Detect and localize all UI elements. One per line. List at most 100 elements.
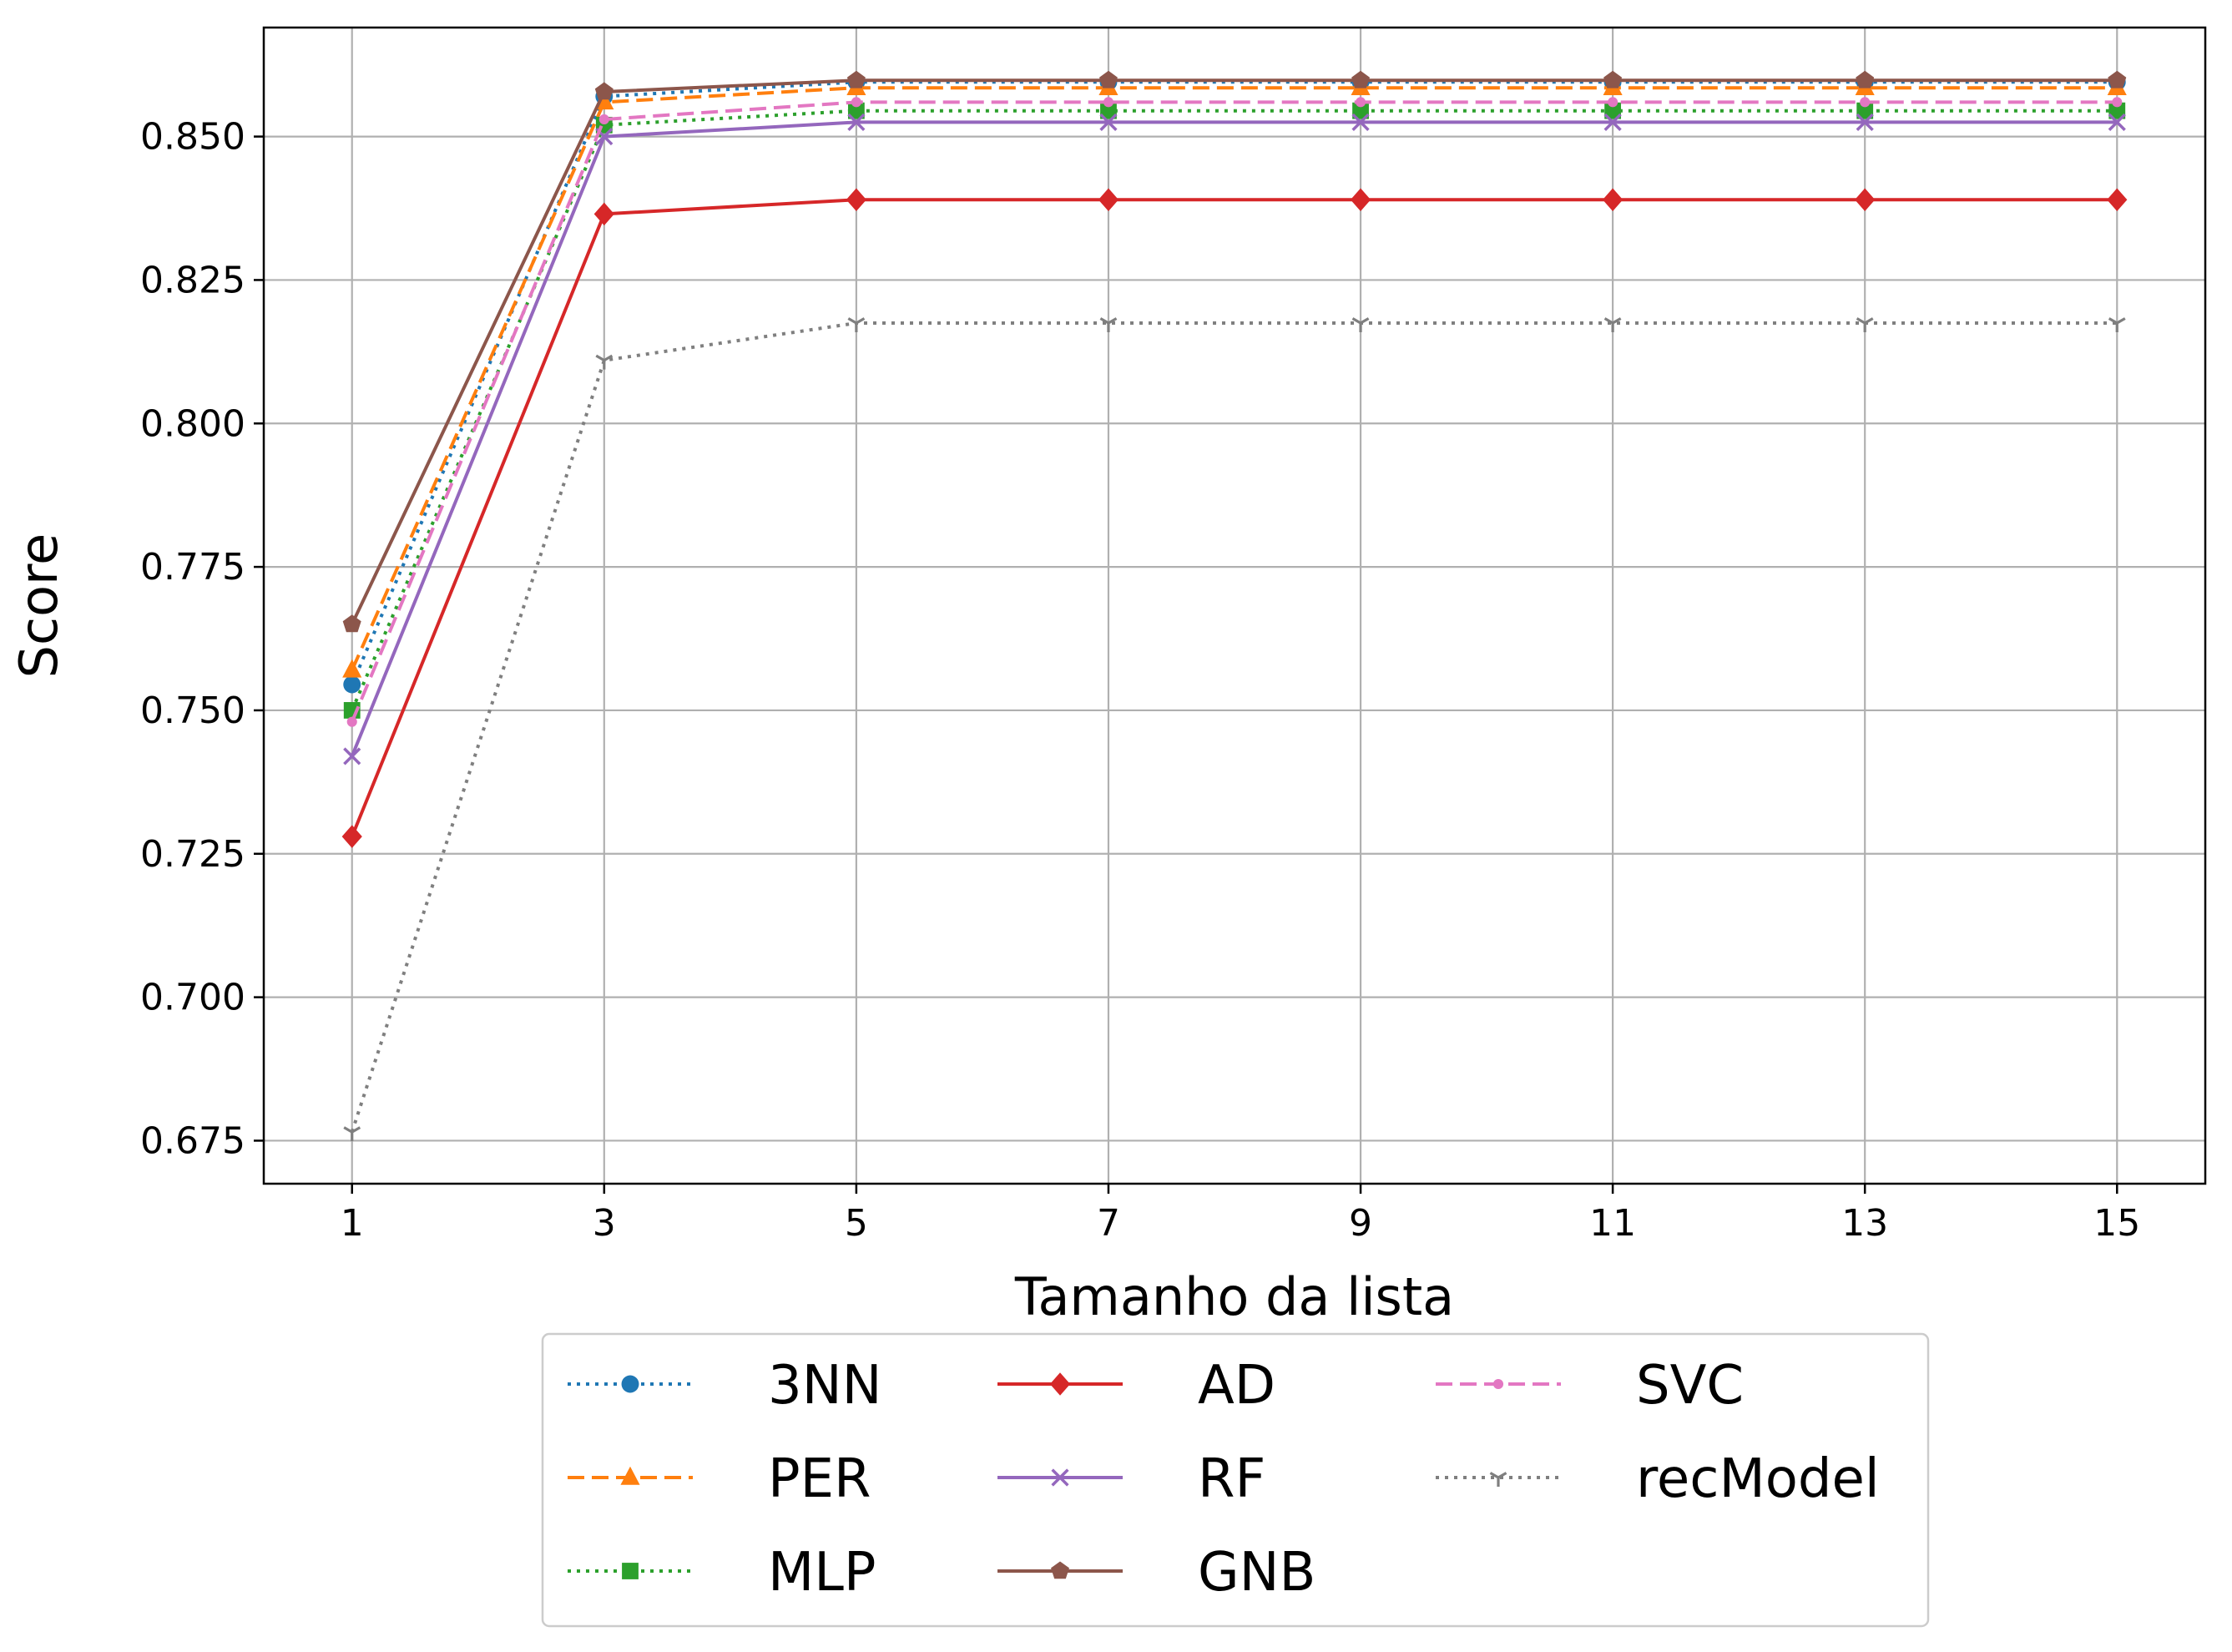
series-line — [350, 78, 2118, 625]
x-tick-label: 1 — [341, 1202, 364, 1245]
legend-label: MLP — [768, 1542, 876, 1604]
x-tick-label: 11 — [1589, 1202, 1636, 1245]
data-point — [1100, 102, 1117, 119]
data-point — [343, 675, 361, 694]
data-point — [1603, 317, 1622, 332]
series-svc — [346, 97, 2123, 727]
data-point — [1856, 70, 1875, 88]
legend-label: RF — [1198, 1448, 1265, 1510]
legend-label: PER — [768, 1448, 871, 1510]
series-mlp — [343, 102, 2126, 719]
data-point — [1351, 317, 1370, 332]
series-line — [350, 120, 2118, 757]
data-point — [1350, 188, 1371, 211]
data-point — [1856, 102, 1874, 119]
data-point — [1856, 317, 1874, 332]
data-point — [2112, 97, 2123, 108]
data-point — [2108, 70, 2127, 88]
legend-label: SVC — [1636, 1355, 1744, 1417]
legend-entry-ad: AD — [997, 1355, 1275, 1417]
data-point — [1099, 317, 1118, 332]
legend-marker — [1051, 1561, 1069, 1579]
data-point — [1603, 188, 1624, 211]
data-point — [2108, 102, 2126, 119]
legend-label: 3NN — [768, 1355, 881, 1417]
data-point — [1099, 113, 1118, 131]
data-point — [1351, 70, 1370, 88]
legend-marker — [622, 1563, 639, 1579]
data-point — [1103, 97, 1114, 108]
legend-box — [541, 1332, 1930, 1628]
data-point — [1603, 113, 1622, 131]
data-point — [1860, 97, 1871, 108]
data-point — [846, 188, 866, 211]
legend-marker — [1492, 1378, 1504, 1390]
series-ad — [341, 188, 2128, 848]
series-recmodel — [343, 317, 2126, 1142]
legend-entry-recmodel: recModel — [1436, 1448, 1880, 1510]
series-line — [350, 80, 2118, 685]
y-tick-label: 0.850 — [140, 116, 245, 159]
data-point — [598, 114, 609, 125]
series-rf — [343, 113, 2126, 765]
legend-entry-svc: SVC — [1436, 1355, 1744, 1417]
legend-entry-per: PER — [568, 1448, 871, 1510]
x-tick-label: 7 — [1097, 1202, 1120, 1245]
x-tick-label: 13 — [1841, 1202, 1888, 1245]
series-line — [350, 321, 2118, 1133]
y-tick-label: 0.675 — [140, 1119, 245, 1162]
y-tick-label: 0.700 — [140, 977, 245, 1019]
axis-ticks: 1 3 5 7 9 11 13 150.6750.7000.7250.7500.7750.80… — [140, 116, 2140, 1245]
data-point — [1352, 102, 1369, 119]
legend-label: AD — [1198, 1355, 1275, 1417]
x-tick-label: 9 — [1349, 1202, 1372, 1245]
data-point — [847, 317, 866, 332]
y-tick-label: 0.775 — [140, 546, 245, 589]
y-axis-title: Score — [8, 533, 69, 679]
data-point — [1604, 102, 1622, 119]
series-gnb — [342, 70, 2127, 633]
legend-label: recModel — [1636, 1448, 1880, 1510]
x-tick-label: 3 — [593, 1202, 616, 1245]
legend-marker — [620, 1466, 640, 1485]
data-point — [851, 97, 861, 108]
data-point — [595, 354, 614, 370]
legend-marker — [1051, 1468, 1069, 1487]
legend-entry-mlp: MLP — [568, 1542, 876, 1604]
data-point — [1099, 70, 1118, 88]
legend-marker — [621, 1375, 639, 1393]
grid — [264, 28, 2205, 1184]
data-point — [593, 202, 614, 226]
x-tick-label: 15 — [2093, 1202, 2140, 1245]
series-line — [350, 100, 2118, 723]
data-point — [343, 747, 361, 765]
data-point — [341, 825, 362, 848]
x-tick-label: 5 — [845, 1202, 868, 1245]
data-point — [2108, 113, 2126, 131]
legend-marker — [1489, 1472, 1507, 1487]
series-line — [350, 198, 2118, 837]
data-point — [1098, 188, 1119, 211]
x-axis-title: Tamanho da lista — [1014, 1266, 1454, 1327]
legend-entry-rf: RF — [997, 1448, 1265, 1510]
series-line — [350, 109, 2118, 711]
data-point — [846, 70, 866, 88]
data-point — [346, 716, 357, 727]
legend-marker — [1049, 1372, 1071, 1396]
data-point — [343, 1126, 361, 1142]
data-point — [1608, 97, 1618, 108]
legend-label: GNB — [1198, 1542, 1315, 1604]
legend-entry-3nn: 3NN — [568, 1355, 881, 1417]
series-per — [342, 76, 2127, 678]
series-line — [350, 86, 2118, 671]
y-tick-label: 0.750 — [140, 690, 245, 732]
series-3nn — [343, 73, 2126, 694]
series-layer — [341, 70, 2128, 1142]
data-point — [1603, 70, 1623, 88]
data-point — [594, 82, 614, 100]
legend: 3NN PER MLP AD RF GNB SVC recModel — [541, 1332, 1930, 1628]
data-point — [847, 102, 865, 119]
y-tick-label: 0.825 — [140, 259, 245, 301]
y-tick-label: 0.725 — [140, 833, 245, 876]
